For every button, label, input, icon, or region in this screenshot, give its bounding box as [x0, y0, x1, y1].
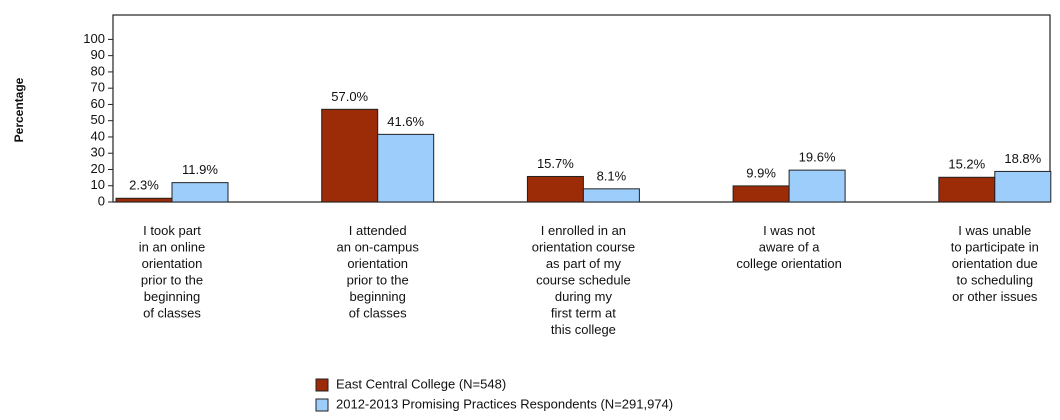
value-label: 41.6% — [387, 114, 424, 129]
value-label: 18.8% — [1004, 151, 1041, 166]
value-label: 15.2% — [948, 157, 985, 172]
bar — [582, 188, 640, 203]
legend-label: 2012-2013 Promising Practices Respondent… — [336, 396, 673, 411]
legend-label: East Central College (N=548) — [336, 376, 506, 391]
y-tick-label: 100 — [83, 31, 105, 46]
y-tick-label: 10 — [91, 177, 105, 192]
bar — [938, 176, 996, 203]
bar — [115, 197, 173, 203]
value-label: 11.9% — [182, 162, 218, 177]
y-axis-label: Percentage — [12, 77, 26, 142]
plot-frame — [112, 14, 1051, 203]
x-tick-label: I was not aware of a college orientation — [736, 223, 842, 271]
y-tick-label: 30 — [91, 145, 105, 160]
value-label: 8.1% — [597, 168, 627, 183]
value-label: 19.6% — [799, 150, 836, 165]
x-tick-label: I was unable to participate in orientation… — [951, 223, 1039, 304]
bar — [321, 108, 379, 203]
value-label: 2.3% — [129, 178, 159, 193]
x-tick-label: I enrolled in an orientation course as par… — [532, 223, 635, 337]
y-tick-label: 90 — [91, 47, 105, 62]
legend-swatch — [315, 398, 329, 412]
y-tick-label: 40 — [91, 128, 105, 143]
x-tick-label: I took part in an online orientation prior … — [139, 223, 206, 321]
value-label: 15.7% — [537, 156, 574, 171]
x-tick-label: I attended an on-campus orientation prior t… — [337, 223, 420, 321]
value-label: 9.9% — [746, 165, 776, 180]
y-tick-label: 50 — [91, 112, 105, 127]
bar — [788, 169, 846, 203]
bar — [377, 133, 435, 203]
value-label: 57.0% — [331, 89, 368, 104]
y-tick-label: 20 — [91, 161, 105, 176]
bar — [171, 182, 229, 203]
bar — [994, 170, 1052, 203]
y-tick-label: 60 — [91, 96, 105, 111]
y-tick-label: 70 — [91, 80, 105, 95]
bar — [526, 175, 584, 203]
legend-swatch — [315, 378, 329, 392]
bar — [732, 185, 790, 203]
y-tick-label: 0 — [98, 193, 105, 208]
y-tick-label: 80 — [91, 63, 105, 78]
